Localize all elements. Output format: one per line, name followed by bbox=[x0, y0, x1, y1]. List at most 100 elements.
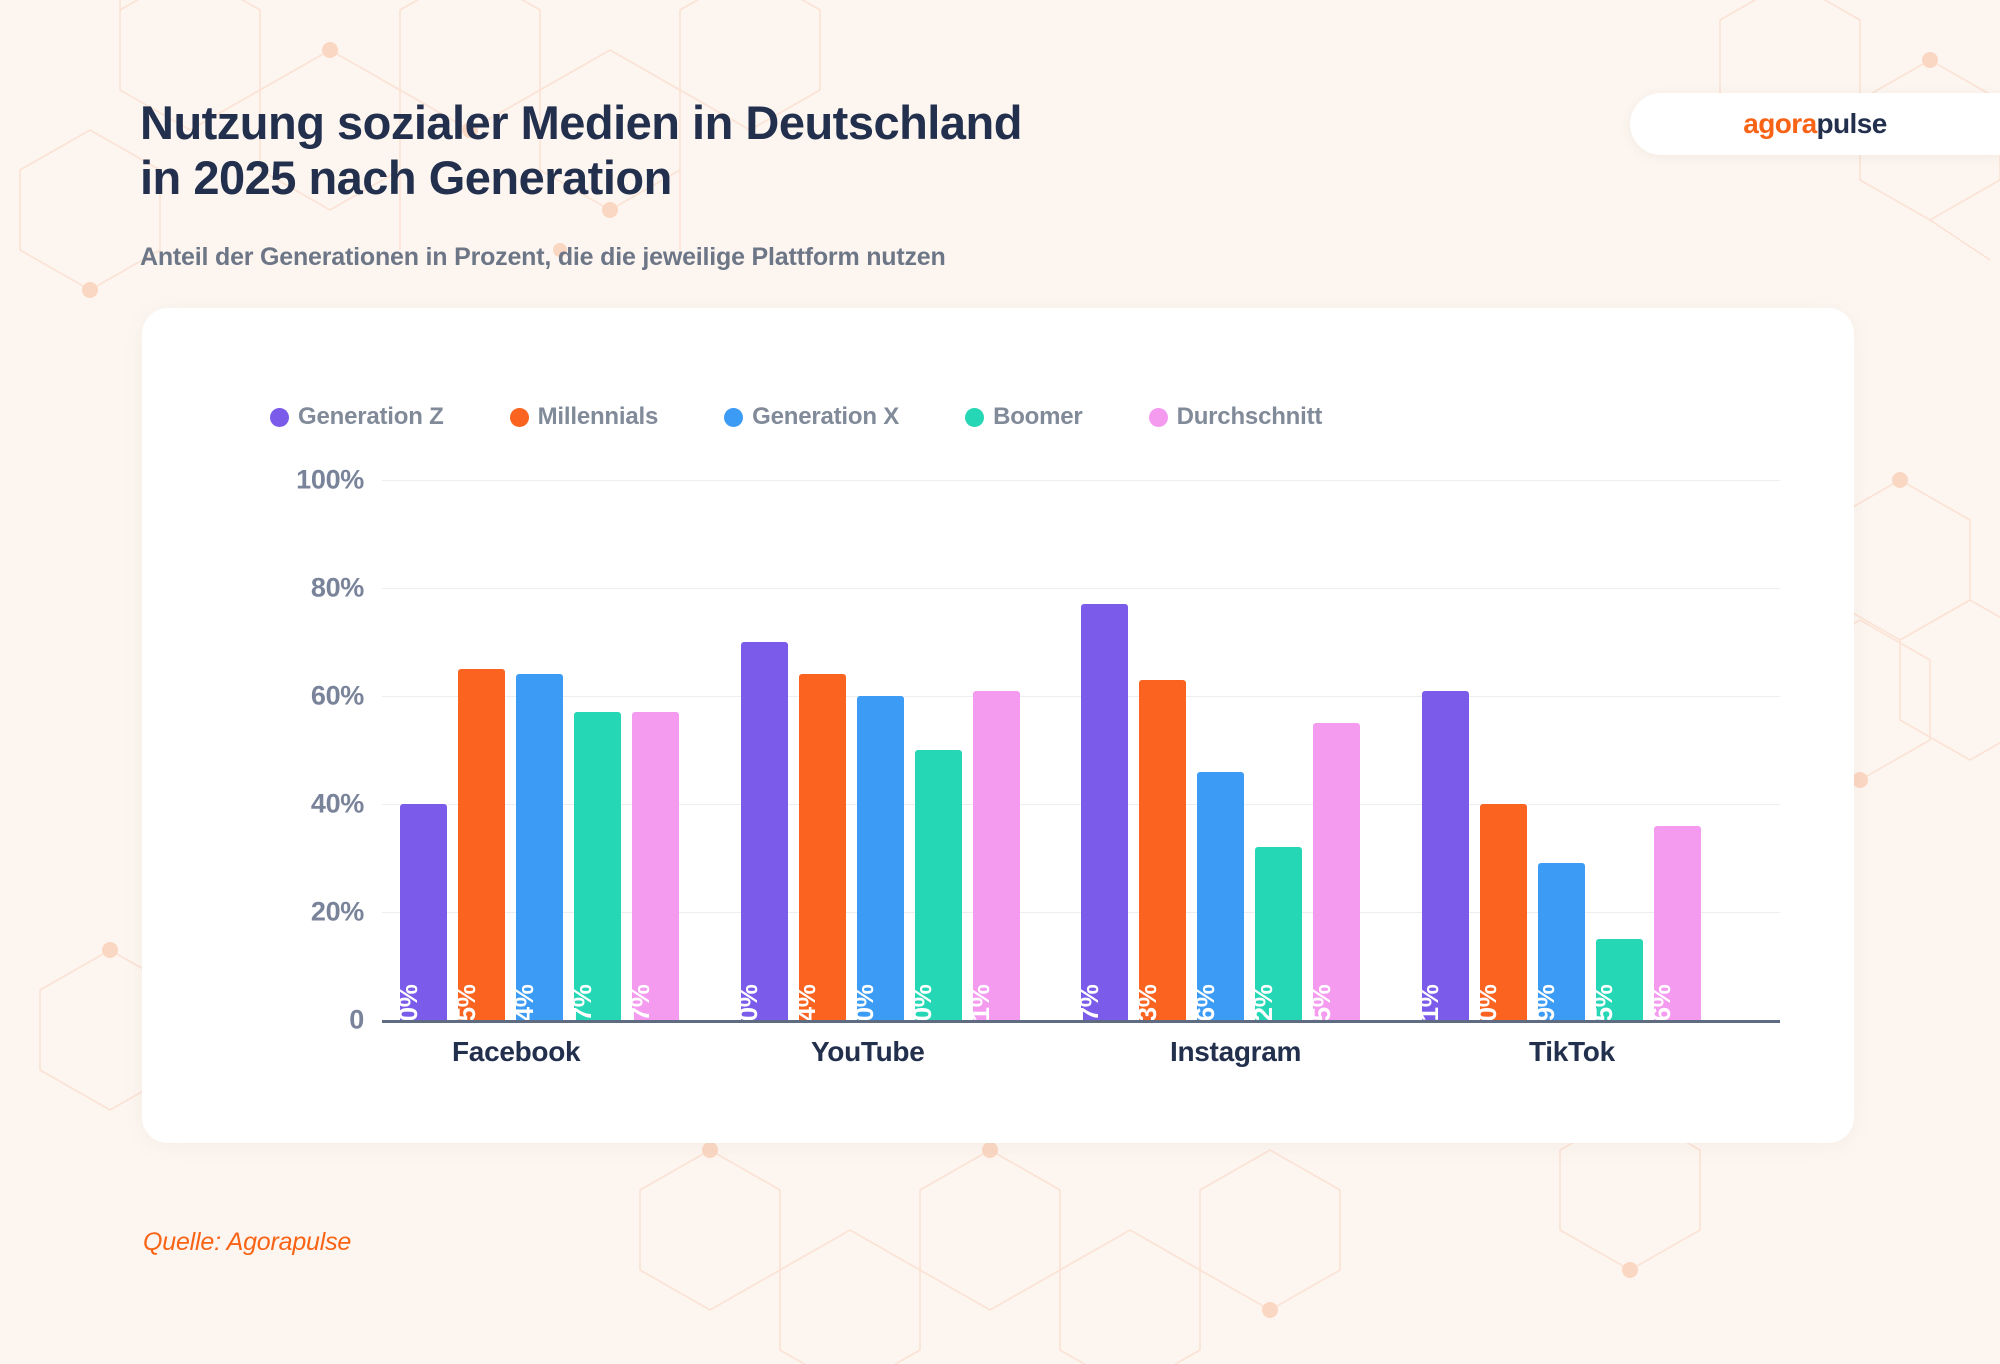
bar-value-label: 61% bbox=[1421, 984, 1445, 1020]
bar-value-label: 61% bbox=[972, 984, 996, 1020]
bar-value-label: 50% bbox=[914, 984, 938, 1020]
legend-item-durchschnitt[interactable]: Durchschnitt bbox=[1148, 403, 1323, 431]
legend-color-dot-icon bbox=[724, 407, 744, 427]
legend-color-dot-icon bbox=[270, 407, 289, 427]
bar-slot: 55% bbox=[1313, 480, 1360, 1020]
bar-value-label: 29% bbox=[1537, 984, 1561, 1020]
bar-slot: 57% bbox=[574, 480, 621, 1020]
bar-slot: 40% bbox=[1479, 480, 1527, 1020]
bar-slot: 70% bbox=[740, 480, 788, 1020]
bar-tiktok-generation-z[interactable]: 61% bbox=[1421, 690, 1469, 1020]
bar-value-label: 64% bbox=[516, 984, 539, 1020]
bar-value-label: 46% bbox=[1197, 984, 1220, 1020]
page-title: Nutzung sozialer Medien in Deutschland i… bbox=[140, 95, 1290, 206]
bar-group-instagram: 77% 63% 46% 32% 55% bbox=[1081, 480, 1422, 1020]
bar-instagram-boomer[interactable]: 32% bbox=[1255, 847, 1302, 1020]
x-axis-label-tiktok: TikTok bbox=[1529, 1036, 1615, 1067]
legend-item-label: Durchschnitt bbox=[1176, 403, 1323, 430]
x-axis-label-youtube: YouTube bbox=[811, 1036, 925, 1067]
bar-value-label: 57% bbox=[574, 984, 597, 1020]
bar-slot: 46% bbox=[1197, 480, 1244, 1020]
bar-instagram-durchschnitt[interactable]: 55% bbox=[1313, 723, 1360, 1020]
x-axis-label-facebook: Facebook bbox=[452, 1036, 581, 1067]
legend-item-label: Generation X bbox=[752, 403, 900, 430]
legend-item-generation-z[interactable]: Generation Z bbox=[270, 403, 444, 431]
bar-tiktok-generation-x[interactable]: 29% bbox=[1537, 863, 1585, 1020]
bar-value-label: 55% bbox=[1313, 984, 1336, 1020]
logo-text: agorapulse bbox=[1743, 108, 1888, 140]
gridline bbox=[382, 480, 1780, 481]
source-note: Quelle: Agorapulse bbox=[143, 1228, 352, 1256]
y-axis-tick-label: 100% bbox=[296, 464, 364, 495]
bar-facebook-millennials[interactable]: 65% bbox=[458, 669, 505, 1020]
legend-color-dot-icon bbox=[1148, 407, 1168, 427]
bar-slot: 40% bbox=[400, 480, 447, 1020]
page-subtitle: Anteil der Generationen in Prozent, die … bbox=[140, 243, 946, 271]
bar-value-label: 40% bbox=[1479, 984, 1503, 1020]
bar-slot: 65% bbox=[458, 480, 505, 1020]
bar-slot: 61% bbox=[1421, 480, 1469, 1020]
bar-value-label: 63% bbox=[1139, 984, 1162, 1020]
y-axis-tick-label: 40% bbox=[310, 788, 364, 819]
bar-value-label: 60% bbox=[856, 984, 880, 1020]
legend-item-generation-x[interactable]: Generation X bbox=[724, 403, 899, 431]
bar-value-label: 77% bbox=[1081, 984, 1104, 1020]
title-line-2: in 2025 nach Generation bbox=[140, 151, 672, 205]
bar-tiktok-boomer[interactable]: 15% bbox=[1595, 939, 1643, 1020]
bar-youtube-boomer[interactable]: 50% bbox=[914, 750, 962, 1020]
legend-item-label: Boomer bbox=[993, 403, 1083, 430]
bar-groups: 40% 65% 64% 57% 57% 70% 64% 60% 50% 61% 77% 63% 46% 3… bbox=[382, 480, 1780, 1020]
bar-slot: 50% bbox=[914, 480, 962, 1020]
bar-instagram-millennials[interactable]: 63% bbox=[1139, 679, 1186, 1020]
bar-slot: 15% bbox=[1595, 480, 1643, 1020]
y-axis-tick-label: 0 bbox=[349, 1004, 364, 1035]
bar-value-label: 15% bbox=[1595, 984, 1619, 1020]
legend-item-millennials[interactable]: Millennials bbox=[509, 403, 659, 431]
bar-value-label: 40% bbox=[400, 984, 423, 1020]
bar-slot: 64% bbox=[798, 480, 846, 1020]
bar-group-facebook: 40% 65% 64% 57% 57% bbox=[400, 480, 741, 1020]
bar-slot: 64% bbox=[516, 480, 563, 1020]
legend-item-boomer[interactable]: Boomer bbox=[965, 403, 1083, 431]
bar-group-tiktok: 61% 40% 29% 15% 36% bbox=[1421, 480, 1763, 1020]
agorapulse-logo: agorapulse bbox=[1630, 93, 2000, 155]
bar-slot: 63% bbox=[1139, 480, 1186, 1020]
bar-facebook-boomer[interactable]: 57% bbox=[574, 712, 621, 1020]
bar-group-youtube: 70% 64% 60% 50% 61% bbox=[740, 480, 1082, 1020]
bar-instagram-generation-z[interactable]: 77% bbox=[1081, 604, 1128, 1020]
axis-baseline bbox=[382, 1020, 1780, 1023]
bar-slot: 57% bbox=[632, 480, 679, 1020]
logo-agora-text: agora bbox=[1743, 108, 1817, 139]
bar-slot: 77% bbox=[1081, 480, 1128, 1020]
y-axis-tick-label: 20% bbox=[310, 896, 364, 927]
bar-youtube-millennials[interactable]: 64% bbox=[798, 674, 846, 1020]
bar-tiktok-millennials[interactable]: 40% bbox=[1479, 804, 1527, 1020]
bar-youtube-generation-x[interactable]: 60% bbox=[856, 696, 904, 1020]
bar-facebook-generation-z[interactable]: 40% bbox=[400, 804, 447, 1020]
legend-color-dot-icon bbox=[509, 407, 529, 427]
x-axis-labels: Facebook YouTube Instagram TikTok bbox=[382, 1036, 1854, 1068]
logo-pulse-text: pulse bbox=[1816, 108, 1888, 139]
bar-value-label: 36% bbox=[1653, 984, 1677, 1020]
bar-value-label: 32% bbox=[1255, 984, 1278, 1020]
bar-youtube-durchschnitt[interactable]: 61% bbox=[972, 690, 1020, 1020]
y-axis-tick-label: 60% bbox=[310, 680, 364, 711]
chart-card: Generation Z Millennials Generation X Boome… bbox=[142, 308, 1854, 1143]
bar-youtube-generation-z[interactable]: 70% bbox=[740, 642, 788, 1020]
bar-slot: 36% bbox=[1653, 480, 1701, 1020]
legend-item-label: Millennials bbox=[537, 403, 659, 430]
gridline bbox=[382, 588, 1780, 589]
bar-slot: 29% bbox=[1537, 480, 1585, 1020]
bar-facebook-generation-x[interactable]: 64% bbox=[516, 674, 563, 1020]
bar-value-label: 70% bbox=[740, 984, 764, 1020]
bar-instagram-generation-x[interactable]: 46% bbox=[1197, 771, 1244, 1020]
bar-slot: 60% bbox=[856, 480, 904, 1020]
bar-tiktok-durchschnitt[interactable]: 36% bbox=[1653, 825, 1701, 1020]
bar-facebook-durchschnitt[interactable]: 57% bbox=[632, 712, 679, 1020]
legend-item-label: Generation Z bbox=[298, 403, 444, 430]
chart-legend: Generation Z Millennials Generation X Boome… bbox=[270, 403, 1388, 431]
y-axis: 100% 80% 60% 40% 20% 0 bbox=[270, 465, 378, 1035]
y-axis-tick-label: 80% bbox=[310, 572, 364, 603]
title-line-1: Nutzung sozialer Medien in Deutschland bbox=[140, 96, 1022, 149]
